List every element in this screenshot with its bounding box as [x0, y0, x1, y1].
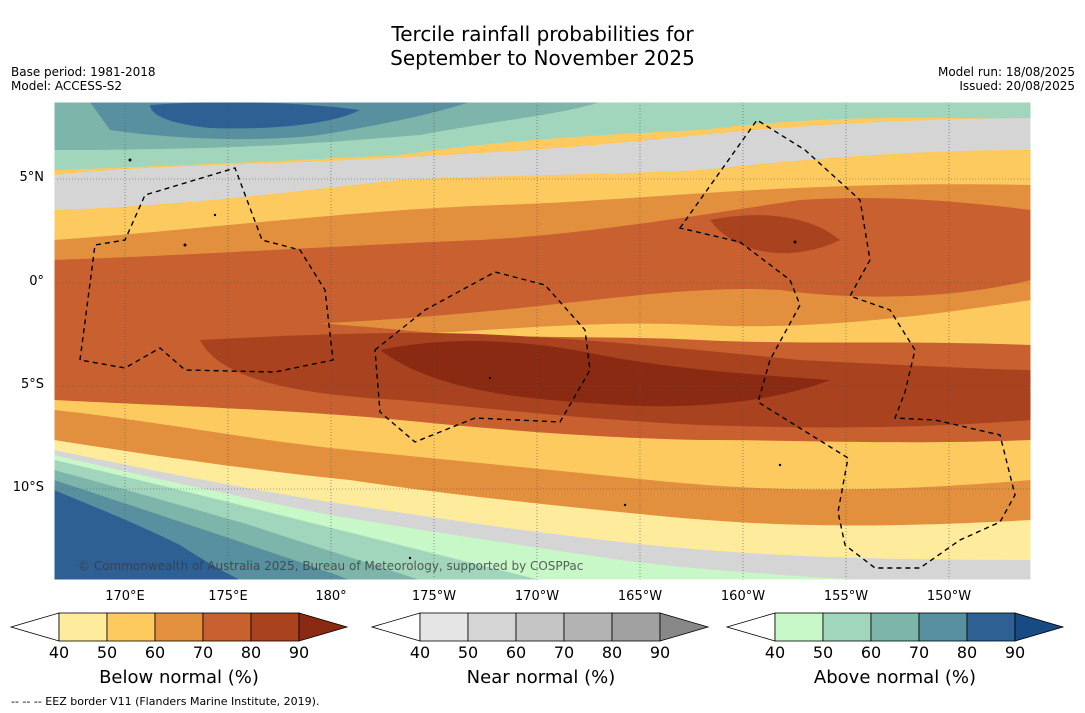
lon-label-165w: 165°W — [617, 589, 663, 604]
colorbar-segment — [966, 612, 1016, 642]
colorbar-segment — [58, 612, 108, 642]
lon-label-180: 180° — [315, 589, 347, 604]
eez-footnote: -- -- -- EEZ border V11 (Flanders Marine… — [11, 695, 320, 708]
colorbar-tick-label: 70 — [192, 643, 214, 662]
lon-label-150w: 150°W — [926, 589, 972, 604]
lon-label-160w: 160°W — [720, 589, 766, 604]
eez-borders — [79, 119, 1016, 569]
copyright-text: © Commonwealth of Australia 2025, Bureau… — [78, 559, 583, 573]
colorbar-segment — [611, 612, 661, 642]
colorbar-segment — [774, 612, 824, 642]
colorbar-tick-label: 80 — [601, 643, 623, 662]
colorbar-tick-label: 80 — [240, 643, 262, 662]
colorbar-near-normal — [371, 612, 710, 642]
lon-label-170e: 170°E — [105, 589, 145, 604]
colorbar-tick-label: 70 — [908, 643, 930, 662]
colorbar-segment — [870, 612, 920, 642]
colorbar-near-title: Near normal (%) — [466, 667, 616, 688]
colorbar-tick-label: 70 — [553, 643, 575, 662]
colorbar-below-title: Below normal (%) — [99, 667, 259, 688]
colorbar-segment — [202, 612, 252, 642]
colorbar-tick-label: 50 — [96, 643, 118, 662]
colorbar-extend-low — [10, 612, 60, 642]
map-field — [54, 102, 1031, 580]
colorbar-extend-high — [659, 612, 710, 642]
lat-label-5s: 5°S — [20, 377, 44, 392]
model-name: Model: ACCESS-S2 — [11, 79, 123, 93]
title-line-1: Tercile rainfall probabilities for — [391, 22, 694, 46]
colorbar-extend-high — [1014, 612, 1065, 642]
colorbar-segment — [154, 612, 204, 642]
colorbar-segment — [822, 612, 872, 642]
colorbar-tick-label: 40 — [409, 643, 431, 662]
coastlines — [128, 158, 797, 560]
colorbar-extend-high — [298, 612, 349, 642]
lat-label-0: 0° — [29, 274, 44, 289]
colorbar-extend-low — [726, 612, 776, 642]
graticule — [54, 102, 1031, 580]
issued-date: Issued: 20/08/2025 — [959, 79, 1075, 93]
colorbar-tick-label: 50 — [812, 643, 834, 662]
lon-label-155w: 155°W — [823, 589, 869, 604]
map-title: Tercile rainfall probabilities for Septe… — [0, 22, 1085, 70]
colorbar-tick-label: 60 — [860, 643, 882, 662]
colorbar-tick-label: 60 — [144, 643, 166, 662]
lon-label-175w: 175°W — [411, 589, 457, 604]
colorbar-extend-low — [371, 612, 421, 642]
colorbar-tick-label: 40 — [764, 643, 786, 662]
colorbar-above-normal — [726, 612, 1065, 642]
colorbar-above-title: Above normal (%) — [813, 667, 977, 688]
colorbar-tick-label: 90 — [288, 643, 310, 662]
colorbar-tick-label: 90 — [649, 643, 671, 662]
lat-label-10s: 10°S — [12, 480, 44, 495]
base-period: Base period: 1981-2018 — [11, 65, 156, 79]
meta-left: Base period: 1981-2018 Model: ACCESS-S2 — [11, 65, 156, 93]
model-run: Model run: 18/08/2025 — [937, 65, 1075, 79]
colorbar-segment — [563, 612, 613, 642]
lat-label-5n: 5°N — [19, 170, 45, 185]
title-line-2: September to November 2025 — [390, 46, 695, 70]
colorbar-segment — [419, 612, 469, 642]
colorbar-tick-label: 40 — [48, 643, 70, 662]
meta-right: Model run: 18/08/2025 Issued: 20/08/2025 — [938, 65, 1075, 93]
lon-label-170w: 170°W — [514, 589, 560, 604]
colorbar-segment — [467, 612, 517, 642]
lon-label-175e: 175°E — [208, 589, 248, 604]
map-frame — [53, 101, 1032, 581]
colorbar-segment — [918, 612, 968, 642]
colorbar-below-normal — [10, 612, 349, 642]
colorbar-tick-label: 80 — [956, 643, 978, 662]
colorbar-segment — [106, 612, 156, 642]
colorbar-tick-label: 90 — [1004, 643, 1026, 662]
colorbar-segment — [250, 612, 300, 642]
colorbar-tick-label: 60 — [505, 643, 527, 662]
colorbar-segment — [515, 612, 565, 642]
colorbar-tick-label: 50 — [457, 643, 479, 662]
